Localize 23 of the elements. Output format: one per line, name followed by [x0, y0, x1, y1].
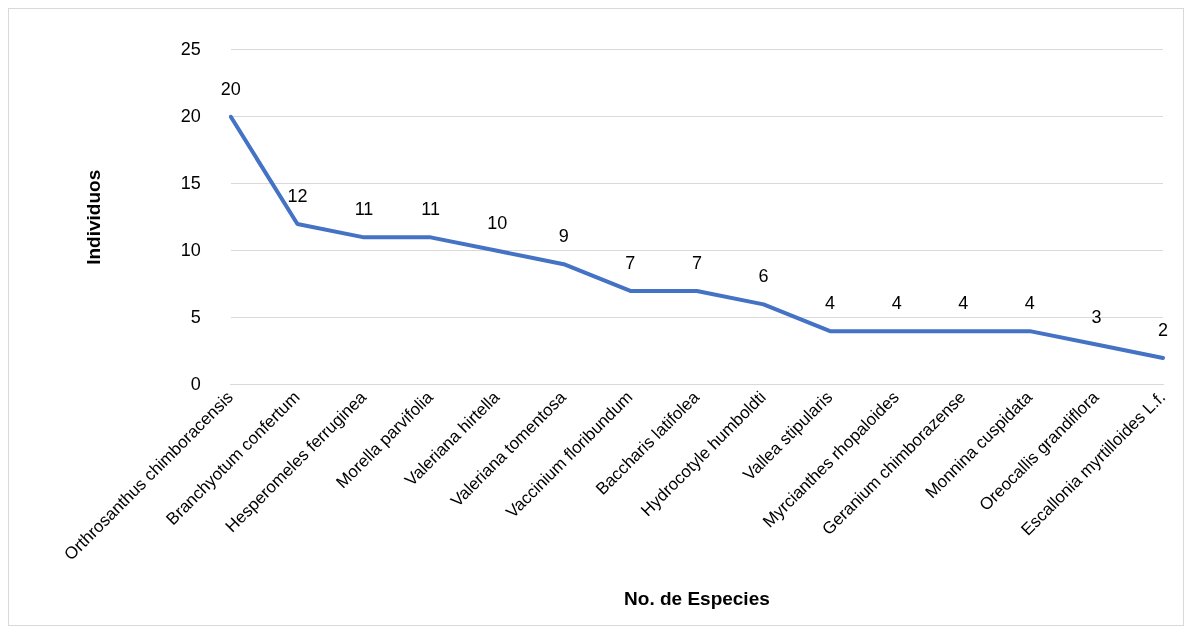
y-tick-label: 25	[180, 38, 201, 59]
y-tick-label: 0	[190, 373, 201, 394]
y-tick-label: 10	[180, 239, 201, 260]
y-tick-label: 15	[180, 172, 201, 193]
data-label: 7	[625, 252, 636, 273]
data-label: 10	[487, 212, 508, 233]
y-axis-title: Individuos	[82, 169, 104, 265]
data-label: 11	[421, 199, 440, 220]
data-label: 12	[287, 185, 308, 206]
data-label: 20	[220, 78, 241, 99]
data-label: 7	[691, 252, 702, 273]
data-label: 6	[758, 266, 769, 287]
data-label: 9	[558, 226, 569, 247]
y-tick-label: 20	[180, 105, 201, 126]
data-label: 4	[825, 293, 836, 314]
data-label: 4	[891, 293, 902, 314]
data-label: 4	[958, 293, 969, 314]
x-axis-title: No. de Especies	[624, 587, 770, 609]
data-label: 11	[354, 199, 374, 220]
data-label: 4	[1024, 293, 1035, 314]
data-label: 3	[1091, 306, 1102, 327]
data-label: 2	[1157, 319, 1169, 340]
y-tick-label: 5	[190, 306, 201, 327]
